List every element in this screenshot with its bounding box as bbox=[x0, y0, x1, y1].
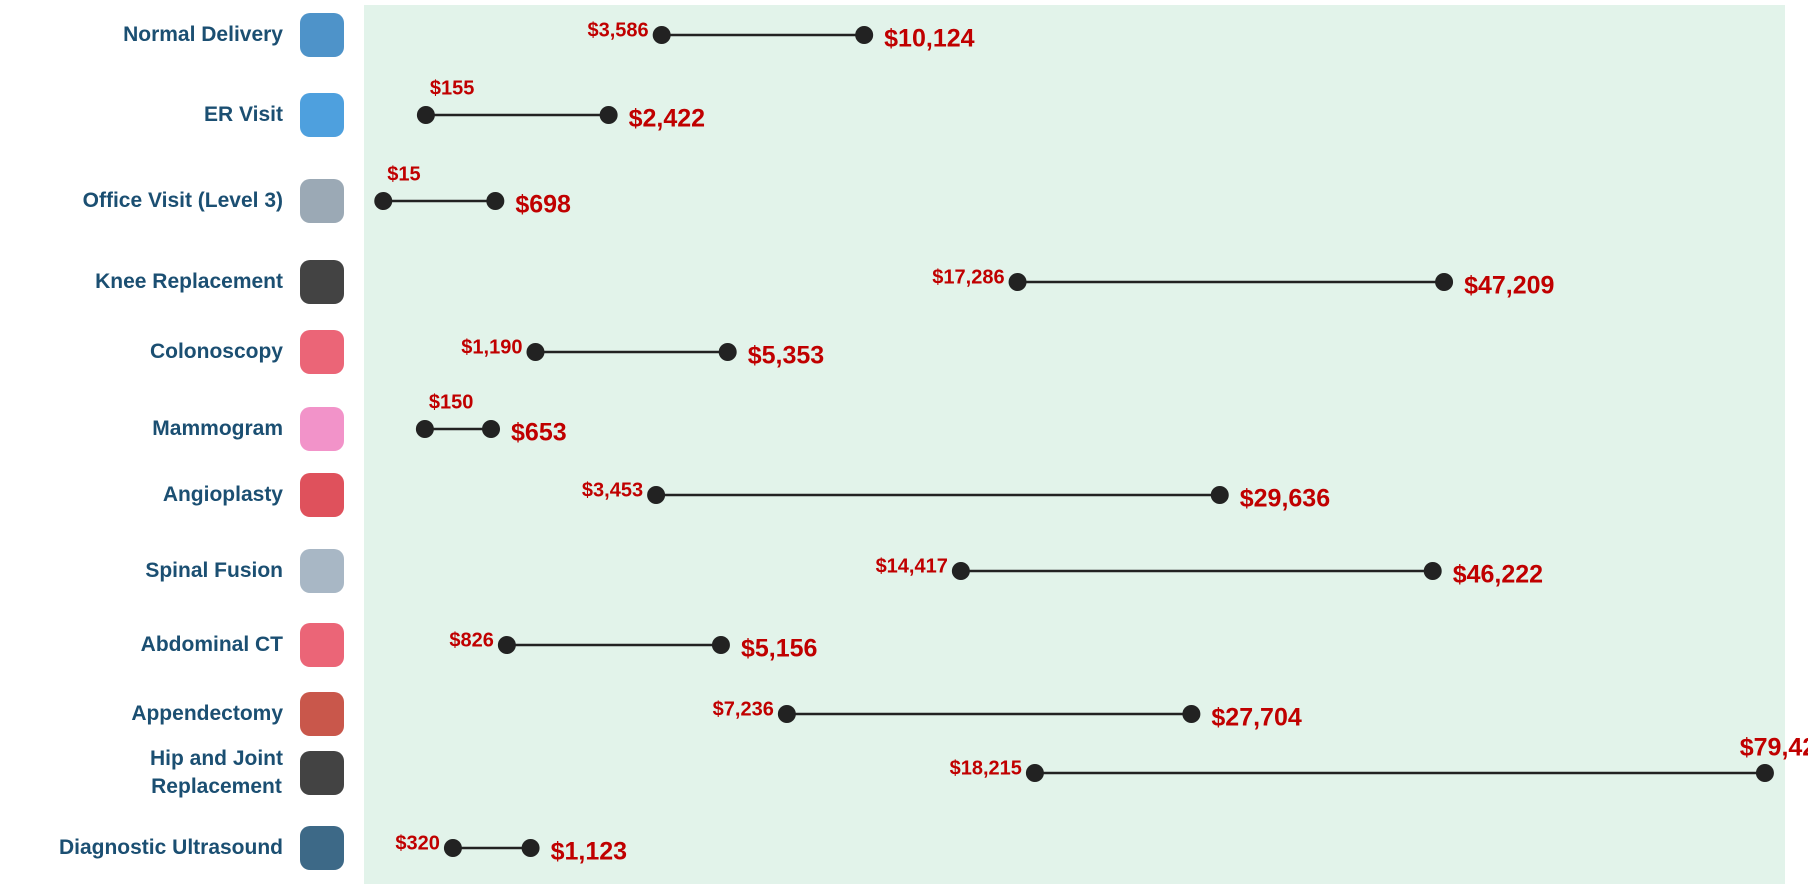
low-value-label: $17,286 bbox=[932, 266, 1004, 288]
category-label: Colonoscopy bbox=[150, 338, 283, 366]
high-dot bbox=[1756, 764, 1774, 782]
low-dot bbox=[778, 705, 796, 723]
high-dot bbox=[486, 192, 504, 210]
row-icon bbox=[300, 623, 344, 667]
high-value-label: $47,209 bbox=[1464, 272, 1554, 300]
high-value-label: $5,156 bbox=[741, 635, 817, 663]
low-value-label: $15 bbox=[387, 163, 420, 185]
low-value-label: $150 bbox=[429, 391, 474, 413]
low-value-label: $1,190 bbox=[461, 336, 522, 358]
category-label: Angioplasty bbox=[163, 481, 283, 509]
category-label: Office Visit (Level 3) bbox=[83, 187, 283, 215]
row-icon bbox=[300, 93, 344, 137]
chart: $3,586 $10,124 $155 $2,422 $15 $698 $17,286 $47… bbox=[0, 0, 1808, 884]
category-label: Appendectomy bbox=[131, 700, 283, 728]
row-icon bbox=[300, 179, 344, 223]
low-dot bbox=[526, 343, 544, 361]
low-dot bbox=[1026, 764, 1044, 782]
high-dot bbox=[1182, 705, 1200, 723]
low-dot bbox=[952, 562, 970, 580]
high-dot bbox=[522, 839, 540, 857]
high-dot bbox=[712, 636, 730, 654]
category-label: Knee Replacement bbox=[95, 268, 283, 296]
low-dot bbox=[417, 106, 435, 124]
high-value-label: $29,636 bbox=[1240, 485, 1330, 513]
category-label: Diagnostic Ultrasound bbox=[59, 834, 283, 862]
low-value-label: $7,236 bbox=[713, 698, 774, 720]
row-icon bbox=[300, 751, 344, 795]
row-icon bbox=[300, 692, 344, 736]
low-value-label: $18,215 bbox=[950, 757, 1022, 779]
row-icon bbox=[300, 260, 344, 304]
category-label: Hip and Joint Replacement bbox=[150, 745, 283, 801]
high-value-label: $10,124 bbox=[884, 25, 974, 53]
high-dot bbox=[1211, 486, 1229, 504]
low-dot bbox=[416, 420, 434, 438]
low-value-label: $3,586 bbox=[588, 19, 649, 41]
row-icon bbox=[300, 549, 344, 593]
high-value-label: $5,353 bbox=[748, 342, 824, 370]
high-value-label: $653 bbox=[511, 419, 567, 447]
high-dot bbox=[482, 420, 500, 438]
low-value-label: $826 bbox=[449, 629, 494, 651]
category-label: Mammogram bbox=[152, 415, 283, 443]
low-value-label: $320 bbox=[395, 832, 440, 854]
low-value-label: $3,453 bbox=[582, 479, 643, 501]
high-dot bbox=[600, 106, 618, 124]
low-dot bbox=[374, 192, 392, 210]
low-dot bbox=[444, 839, 462, 857]
high-dot bbox=[855, 26, 873, 44]
high-dot bbox=[1435, 273, 1453, 291]
high-value-label: $698 bbox=[515, 191, 571, 219]
category-label: Spinal Fusion bbox=[145, 557, 283, 585]
plot-panel bbox=[364, 5, 1785, 884]
row-icon bbox=[300, 826, 344, 870]
row-icon bbox=[300, 330, 344, 374]
low-dot bbox=[647, 486, 665, 504]
row-icon bbox=[300, 13, 344, 57]
row-icon bbox=[300, 473, 344, 517]
high-dot bbox=[1424, 562, 1442, 580]
category-label: Normal Delivery bbox=[123, 21, 283, 49]
low-dot bbox=[653, 26, 671, 44]
category-label: ER Visit bbox=[204, 101, 283, 129]
low-dot bbox=[1009, 273, 1027, 291]
high-dot bbox=[719, 343, 737, 361]
row-icon bbox=[300, 407, 344, 451]
low-dot bbox=[498, 636, 516, 654]
low-value-label: $14,417 bbox=[876, 555, 948, 577]
category-label: Abdominal CT bbox=[141, 631, 283, 659]
high-value-label: $1,123 bbox=[551, 838, 627, 866]
low-value-label: $155 bbox=[430, 77, 475, 99]
high-value-label: $79,424 bbox=[1740, 734, 1808, 762]
high-value-label: $27,704 bbox=[1211, 704, 1301, 732]
high-value-label: $2,422 bbox=[629, 105, 705, 133]
high-value-label: $46,222 bbox=[1453, 561, 1543, 589]
